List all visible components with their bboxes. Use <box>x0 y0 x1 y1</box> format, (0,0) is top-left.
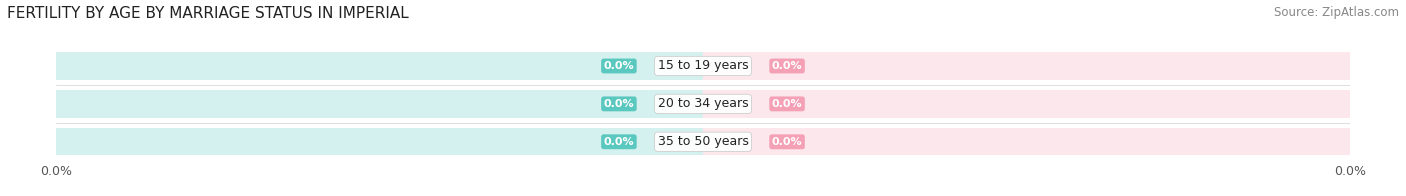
Text: 0.0%: 0.0% <box>772 137 803 147</box>
Text: 0.0%: 0.0% <box>772 61 803 71</box>
Bar <box>56 128 703 155</box>
Text: Source: ZipAtlas.com: Source: ZipAtlas.com <box>1274 6 1399 19</box>
Bar <box>56 52 703 80</box>
Text: 0.0%: 0.0% <box>603 61 634 71</box>
Text: 0.0%: 0.0% <box>603 99 634 109</box>
Text: 35 to 50 years: 35 to 50 years <box>658 135 748 148</box>
Text: 15 to 19 years: 15 to 19 years <box>658 60 748 73</box>
Bar <box>56 90 703 118</box>
Text: 20 to 34 years: 20 to 34 years <box>658 97 748 110</box>
Bar <box>703 128 1350 155</box>
Text: 0.0%: 0.0% <box>603 137 634 147</box>
Text: FERTILITY BY AGE BY MARRIAGE STATUS IN IMPERIAL: FERTILITY BY AGE BY MARRIAGE STATUS IN I… <box>7 6 409 21</box>
Bar <box>703 52 1350 80</box>
Bar <box>703 90 1350 118</box>
Text: 0.0%: 0.0% <box>772 99 803 109</box>
